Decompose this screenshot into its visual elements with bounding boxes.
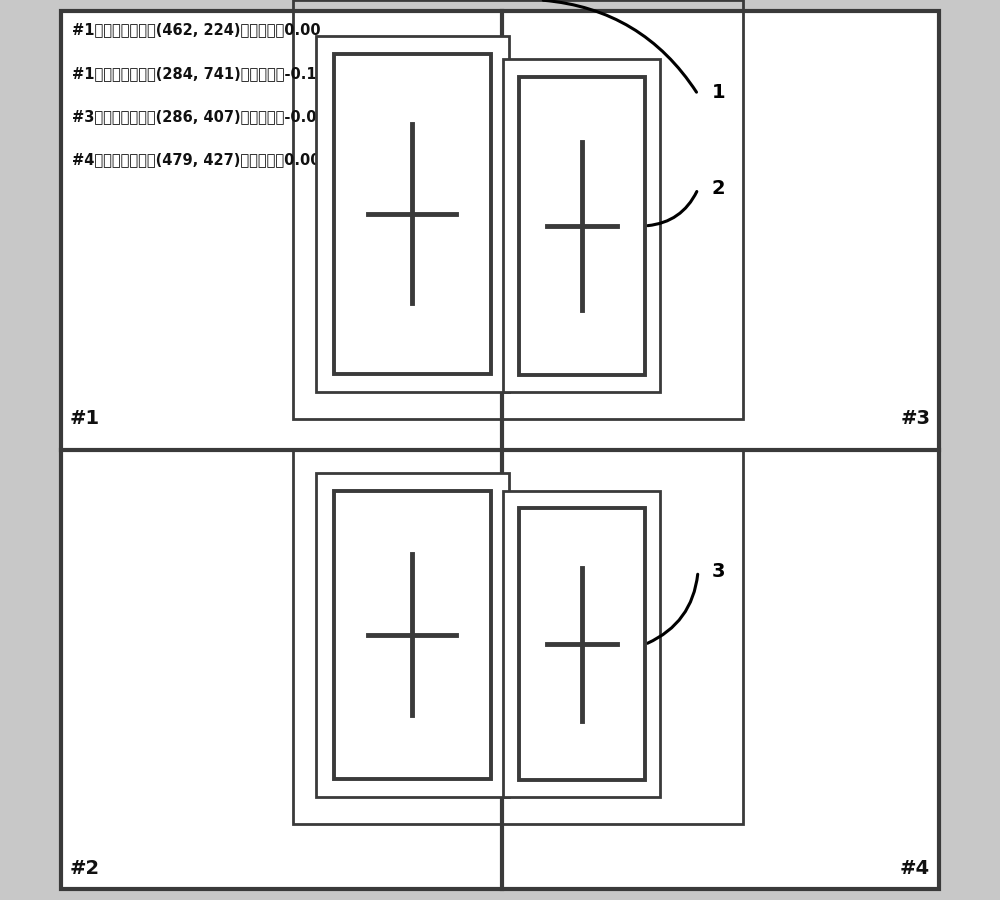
Bar	[293, 0, 743, 418]
Text: #1: #1	[70, 409, 100, 428]
Text: #3锁孔中心坐标：(286, 407)，偏移量：-0.02: #3锁孔中心坐标：(286, 407)，偏移量：-0.02	[72, 109, 327, 124]
Text: #3: #3	[900, 409, 930, 428]
Bar	[316, 36, 509, 392]
Text: #1锁孔中心坐标：(462, 224)，偏移量：0.00: #1锁孔中心坐标：(462, 224)，偏移量：0.00	[72, 22, 321, 38]
Bar	[316, 472, 509, 796]
Text: 3: 3	[712, 562, 725, 581]
Text: 1: 1	[712, 83, 725, 103]
Bar	[503, 58, 660, 392]
Text: 2: 2	[712, 179, 725, 199]
Text: #4: #4	[900, 859, 930, 877]
Bar	[503, 491, 660, 796]
Text: #4锁孔中心坐标：(479, 427)，偏移量：0.00: #4锁孔中心坐标：(479, 427)，偏移量：0.00	[72, 152, 321, 167]
Bar	[519, 76, 645, 375]
Bar	[334, 491, 491, 778]
Bar	[519, 508, 645, 780]
Text: #1锁孔中心坐标：(284, 741)，偏移量：-0.13: #1锁孔中心坐标：(284, 741)，偏移量：-0.13	[72, 66, 327, 81]
Text: #2: #2	[70, 859, 100, 877]
Bar	[293, 450, 743, 824]
Bar	[334, 54, 491, 374]
